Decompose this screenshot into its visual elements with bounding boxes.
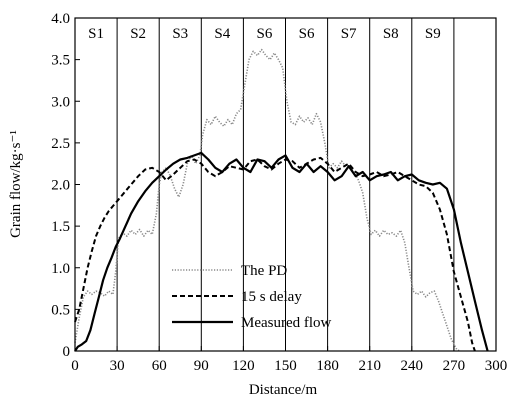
y-tick-label: 3.0 bbox=[51, 94, 70, 110]
y-tick-label: 3.5 bbox=[51, 53, 70, 69]
section-label: S6 bbox=[299, 26, 315, 42]
legend: The PD 15 s delay Measured flow bbox=[172, 263, 332, 331]
x-tick-label: 90 bbox=[194, 358, 209, 374]
section-label: S4 bbox=[214, 26, 230, 42]
x-tick-label: 240 bbox=[401, 358, 424, 374]
section-label: S9 bbox=[425, 26, 441, 42]
series-line bbox=[74, 156, 476, 352]
x-tick-label: 0 bbox=[71, 358, 79, 374]
y-tick-label: 2.5 bbox=[51, 136, 70, 152]
y-tick-label: 0 bbox=[63, 344, 71, 360]
x-tick-label: 30 bbox=[110, 358, 125, 374]
legend-label: The PD bbox=[241, 263, 287, 279]
x-tick-label: 180 bbox=[316, 358, 339, 374]
section-label: S8 bbox=[383, 26, 399, 42]
section-label: S7 bbox=[341, 26, 357, 42]
section-labels: S1 S2 S3 S4 S6 S6 S7 S8 S9 bbox=[88, 26, 441, 42]
series-line bbox=[74, 48, 460, 352]
y-tick-label: 4.0 bbox=[51, 11, 70, 27]
x-tick-label: 270 bbox=[443, 358, 466, 374]
y-axis-label: Grain flow/kg·s⁻¹ bbox=[8, 130, 24, 238]
y-tick-label: 0.5 bbox=[51, 302, 70, 318]
x-tick-label: 210 bbox=[358, 358, 381, 374]
legend-label: 15 s delay bbox=[241, 289, 302, 305]
series-layer bbox=[74, 48, 489, 352]
section-label: S1 bbox=[88, 26, 104, 42]
axes: 0 30 60 90 120 150 180 210 240 270 300 0 0.5 1.0 1.5 2.… bbox=[51, 11, 507, 374]
x-tick-label: 150 bbox=[274, 358, 297, 374]
section-label: S2 bbox=[130, 26, 146, 42]
section-boundary-lines bbox=[116, 18, 455, 351]
legend-label: Measured flow bbox=[241, 315, 332, 331]
section-label: S6 bbox=[257, 26, 273, 42]
y-tick-label: 1.5 bbox=[51, 219, 70, 235]
section-label: S3 bbox=[172, 26, 188, 42]
series-line bbox=[74, 151, 489, 352]
x-axis-label: Distance/m bbox=[249, 382, 318, 398]
x-tick-label: 120 bbox=[232, 358, 255, 374]
x-tick-label: 60 bbox=[152, 358, 167, 374]
y-tick-label: 1.0 bbox=[51, 261, 70, 277]
y-tick-label: 2.0 bbox=[51, 178, 70, 194]
x-tick-label: 300 bbox=[485, 358, 508, 374]
